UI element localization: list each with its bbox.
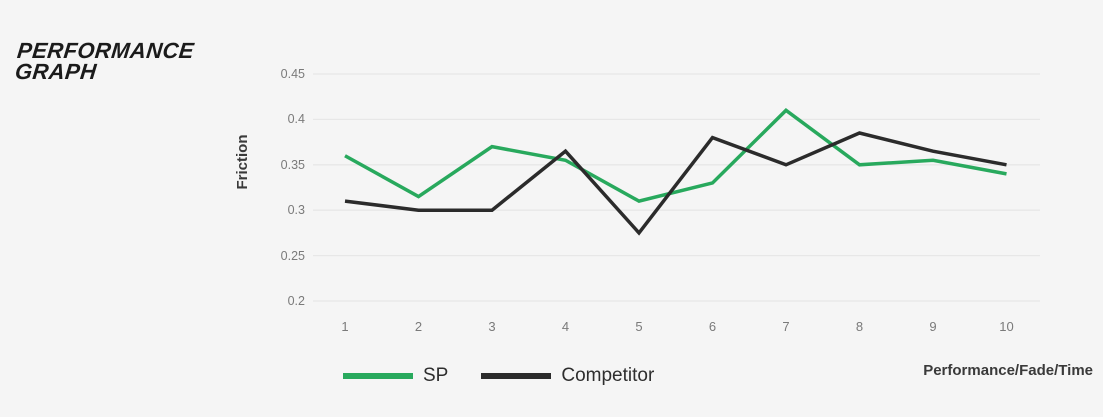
x-tick-label: 3 — [488, 319, 496, 334]
y-tick-label: 0.25 — [280, 248, 305, 263]
legend: SP Competitor — [343, 364, 654, 388]
x-tick-label: 5 — [635, 319, 643, 334]
x-tick-label: 7 — [782, 319, 790, 334]
page-title-line2: GRAPH — [13, 59, 98, 84]
x-tick-label: 2 — [414, 319, 423, 334]
x-tick-label: 10 — [999, 319, 1014, 334]
legend-label-sp: SP — [423, 365, 449, 386]
y-tick-label: 0.4 — [287, 112, 305, 127]
legend-swatch-sp — [343, 373, 413, 379]
page-title: PERFORMANCE GRAPH — [13, 38, 196, 84]
legend-swatch-competitor — [481, 373, 552, 379]
page-title-line1: PERFORMANCE — [15, 38, 196, 63]
x-tick-label: 8 — [855, 319, 864, 334]
series-line-competitor — [344, 131, 1007, 236]
x-tick-label: 6 — [708, 319, 717, 334]
series-line-sp — [344, 108, 1007, 203]
y-tick-label: 0.35 — [280, 157, 305, 172]
x-tick-label: 1 — [341, 319, 349, 334]
x-axis-title: Performance/Fade/Time — [923, 362, 1093, 379]
x-tick-label: 4 — [561, 319, 570, 334]
y-tick-label: 0.45 — [280, 67, 305, 81]
x-tick-label: 9 — [929, 319, 937, 334]
y-tick-label: 0.2 — [287, 294, 305, 308]
legend-label-competitor: Competitor — [561, 365, 655, 386]
y-tick-label: 0.3 — [287, 203, 305, 218]
